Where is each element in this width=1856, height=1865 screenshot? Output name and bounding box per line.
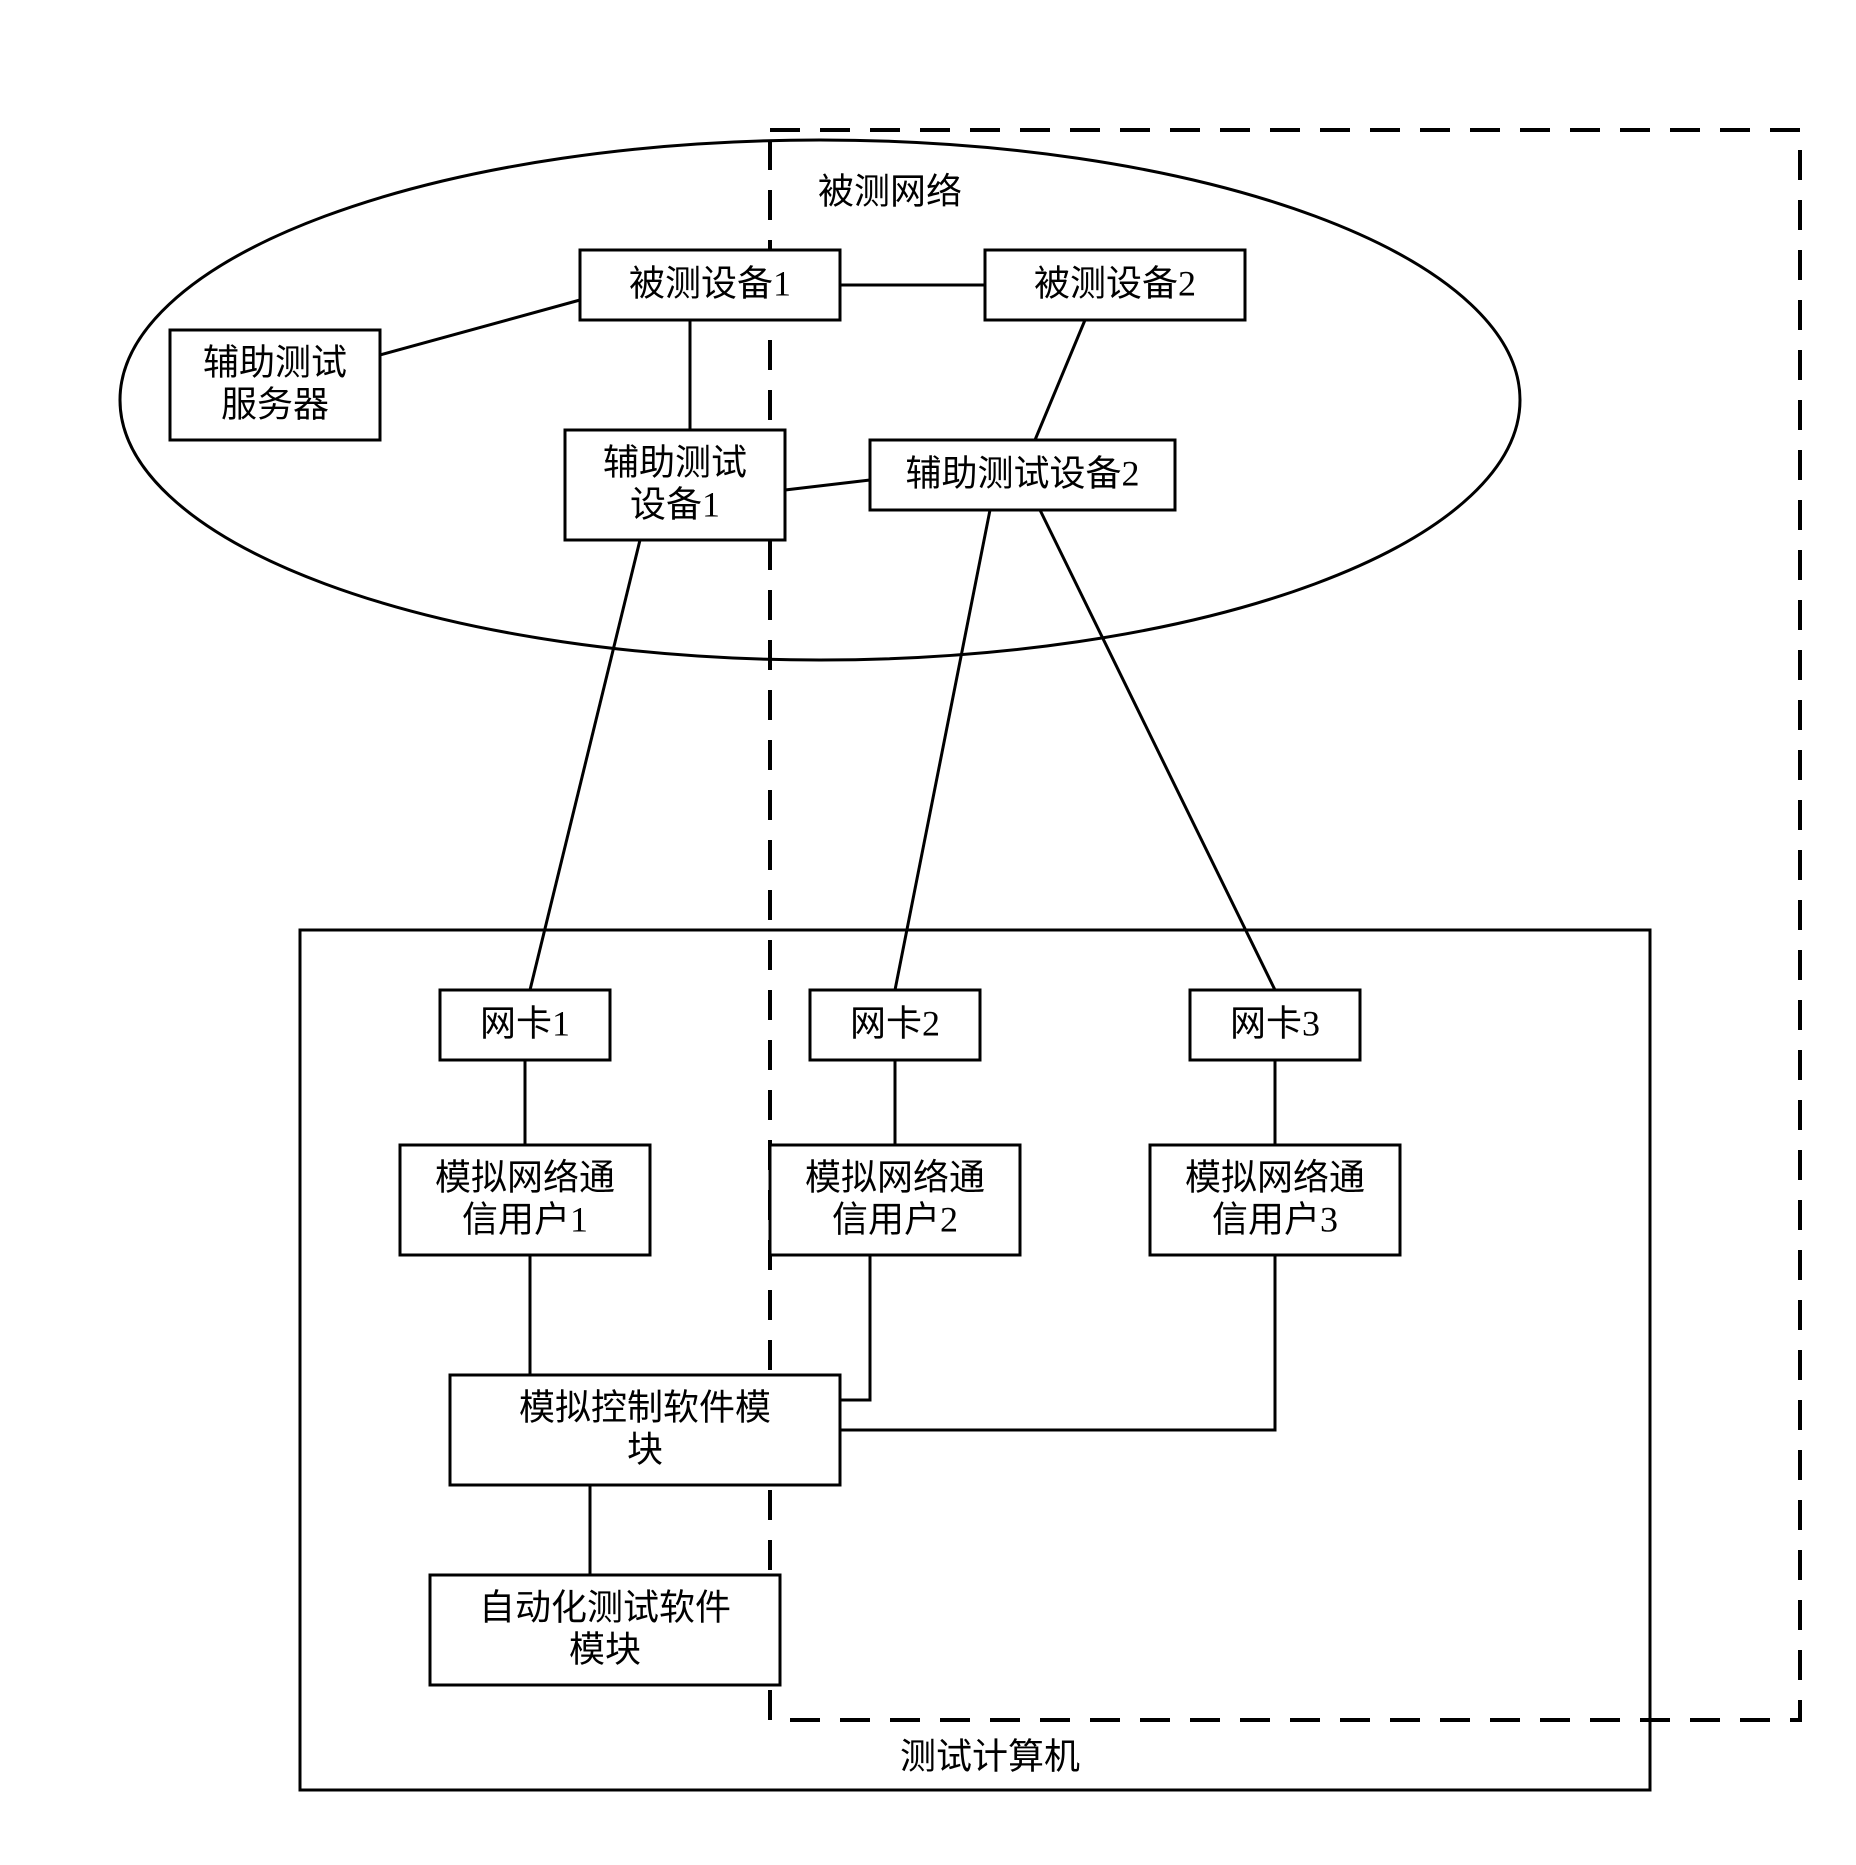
sim-control-box-label-1: 块 (627, 1429, 663, 1469)
nic2-box-label-0: 网卡2 (850, 1003, 940, 1043)
autotest-box: 自动化测试软件模块 (430, 1575, 780, 1685)
sim-user3-box: 模拟网络通信用户3 (1150, 1145, 1400, 1255)
connector-aux_dev2-nic3 (1040, 510, 1275, 990)
sim-user2-box-label-0: 模拟网络通 (805, 1157, 985, 1197)
dut2-box: 被测设备2 (985, 250, 1245, 320)
nic3-box-label-0: 网卡3 (1230, 1003, 1320, 1043)
sim-user1-box-label-0: 模拟网络通 (435, 1157, 615, 1197)
connector-aux_dev1-aux_dev2 (785, 480, 870, 490)
autotest-box-label-0: 自动化测试软件 (479, 1587, 731, 1627)
aux-dev2-box: 辅助测试设备2 (870, 440, 1175, 510)
sim-user3-box-label-1: 信用户3 (1212, 1199, 1338, 1239)
aux-dev1-box-label-1: 设备1 (630, 484, 720, 524)
nic1-box: 网卡1 (440, 990, 610, 1060)
sim-user3-box-label-0: 模拟网络通 (1185, 1157, 1365, 1197)
aux-test-server-box-label-0: 辅助测试 (203, 342, 347, 382)
sim-user1-box-label-1: 信用户1 (462, 1199, 588, 1239)
diagram-root: 辅助测试服务器被测设备1被测设备2辅助测试设备1辅助测试设备2网卡1网卡2网卡3… (0, 0, 1856, 1865)
connector-simuser3-simctrl (840, 1255, 1275, 1430)
connector-simuser2-simctrl (840, 1255, 870, 1400)
connector-aux_dev1-nic1 (530, 540, 640, 990)
sim-control-box-label-0: 模拟控制软件模 (519, 1387, 771, 1427)
nic2-box: 网卡2 (810, 990, 980, 1060)
sim-user2-box: 模拟网络通信用户2 (770, 1145, 1020, 1255)
dut2-box-label-0: 被测设备2 (1034, 263, 1196, 303)
autotest-box-label-1: 模块 (569, 1629, 641, 1669)
aux-dev2-box-label-0: 辅助测试设备2 (905, 453, 1139, 493)
sim-user2-box-label-1: 信用户2 (832, 1199, 958, 1239)
nic1-box-label-0: 网卡1 (480, 1003, 570, 1043)
aux-dev1-box-label-0: 辅助测试 (603, 442, 747, 482)
connector-aux_server-dut1 (380, 300, 580, 355)
tested-network-title: 被测网络 (818, 171, 962, 211)
dut1-box: 被测设备1 (580, 250, 840, 320)
boxes-group: 辅助测试服务器被测设备1被测设备2辅助测试设备1辅助测试设备2网卡1网卡2网卡3… (170, 250, 1400, 1685)
sim-user1-box: 模拟网络通信用户1 (400, 1145, 650, 1255)
connector-dut2-aux_dev2 (1035, 320, 1085, 440)
nic3-box: 网卡3 (1190, 990, 1360, 1060)
aux-test-server-box-label-1: 服务器 (221, 384, 329, 424)
aux-test-server-box: 辅助测试服务器 (170, 330, 380, 440)
connector-aux_dev2-nic2 (895, 510, 990, 990)
dut1-box-label-0: 被测设备1 (629, 263, 791, 303)
dashed-boundary (770, 130, 1800, 1720)
sim-control-box: 模拟控制软件模块 (450, 1375, 840, 1485)
aux-dev1-box: 辅助测试设备1 (565, 430, 785, 540)
test-computer-label: 测试计算机 (900, 1736, 1080, 1776)
